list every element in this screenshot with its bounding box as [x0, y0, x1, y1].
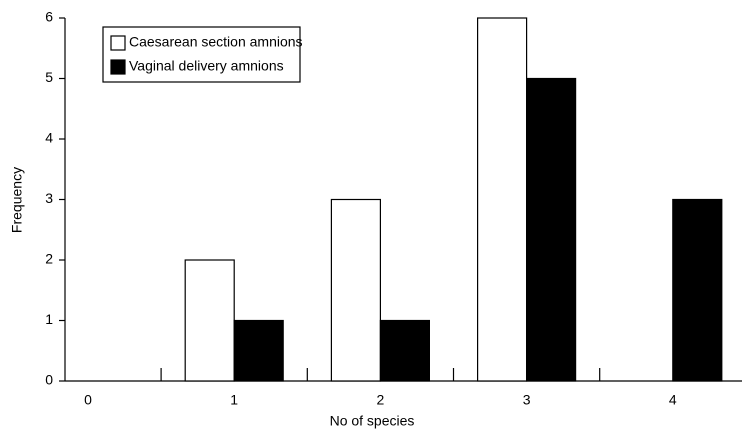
x-axis-label: No of species: [330, 413, 415, 429]
x-tick-label: 2: [377, 392, 385, 408]
y-tick-label: 4: [45, 130, 53, 146]
y-tick-label: 2: [45, 251, 53, 267]
legend-label: Vaginal delivery amnions: [129, 58, 284, 74]
y-tick-label: 0: [45, 372, 53, 388]
bar: [330, 198, 381, 382]
x-tick-label: 3: [523, 392, 531, 408]
y-axis-label: Frequency: [9, 167, 25, 233]
bar: [184, 259, 235, 382]
bar: [379, 319, 430, 382]
legend-swatch: [110, 35, 126, 51]
x-tick-label: 0: [84, 392, 92, 408]
legend-swatch: [110, 59, 126, 75]
bar: [525, 77, 577, 382]
y-tick-label: 1: [45, 311, 53, 327]
legend-box: [102, 26, 301, 83]
y-tick-label: 5: [45, 69, 53, 85]
bar: [233, 319, 284, 382]
bar: [477, 17, 528, 382]
y-tick-label: 3: [45, 190, 53, 206]
bar: [672, 198, 723, 382]
x-tick-label: 1: [230, 392, 238, 408]
x-tick-label: 4: [669, 392, 677, 408]
y-tick-label: 6: [45, 9, 53, 25]
legend-label: Caesarean section amnions: [129, 34, 303, 50]
